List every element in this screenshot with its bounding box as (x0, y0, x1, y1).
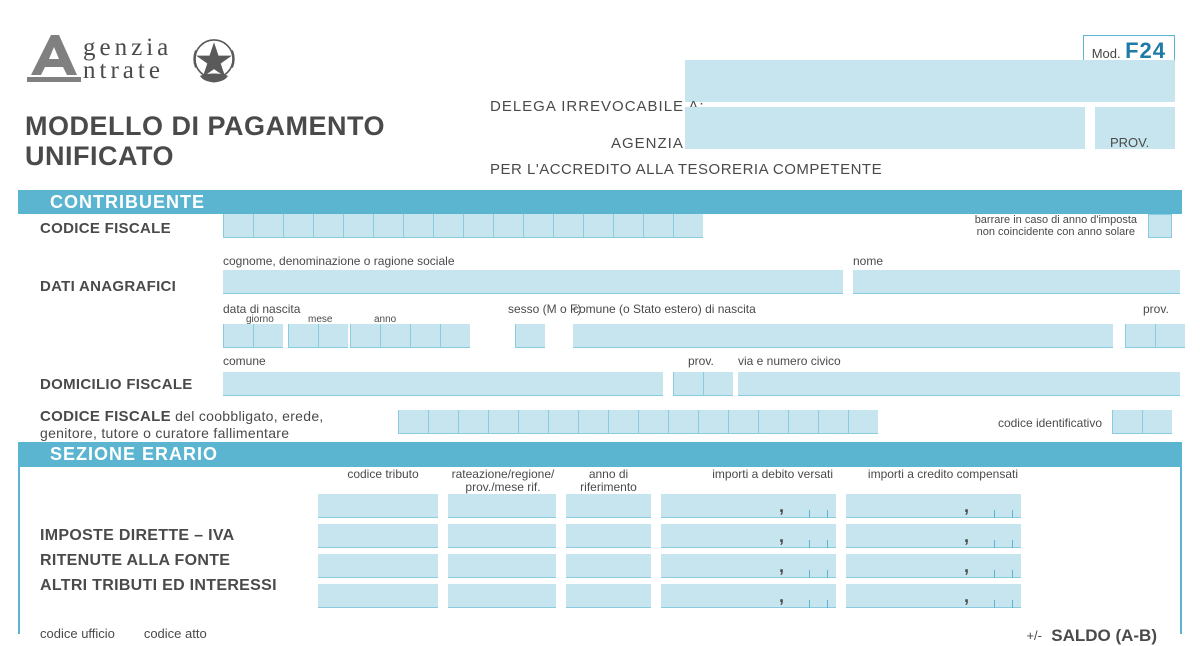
delega-field[interactable] (685, 60, 1175, 102)
tributo-input[interactable] (318, 524, 438, 548)
cognome-label: cognome, denominazione o ragione sociale (223, 254, 455, 268)
domicilio-label: DOMICILIO FISCALE (40, 376, 193, 393)
erario-body: codice tributo rateazione/regione/ prov.… (18, 466, 1182, 614)
state-emblem-icon (186, 31, 242, 87)
cf-input[interactable] (223, 214, 703, 238)
agenzia-label: AGENZIA (611, 135, 684, 152)
erario-h-tributo: codice tributo (328, 468, 438, 481)
sesso-label: sesso (M o F) (508, 302, 581, 316)
credito-input[interactable]: , (846, 524, 1021, 548)
anno-rif-input[interactable] (566, 554, 651, 578)
debito-input[interactable]: , (661, 494, 836, 518)
anno-rif-input[interactable] (566, 494, 651, 518)
erario-banner: SEZIONE ERARIO (18, 442, 1182, 467)
prov-df-label: prov. (688, 354, 714, 368)
cf-label: CODICE FISCALE (40, 220, 171, 237)
ae-a-icon (25, 25, 83, 89)
birth-day-input[interactable] (223, 324, 283, 348)
tributo-input[interactable] (318, 494, 438, 518)
agenzia-field[interactable] (685, 107, 1085, 149)
codid-input[interactable] (1112, 410, 1172, 434)
cf-coobbligato-input[interactable] (398, 410, 878, 434)
via-input[interactable] (738, 372, 1180, 396)
comune-nascita-label: comune (o Stato estero) di nascita (573, 302, 756, 316)
birth-month-input[interactable] (288, 324, 348, 348)
erario-h-anno: anno di riferimento (566, 468, 651, 494)
erario-left-labels: IMPOSTE DIRETTE – IVA RITENUTE ALLA FONT… (40, 524, 277, 598)
tributo-input[interactable] (318, 584, 438, 608)
erario-h-credito: importi a credito compensati (848, 468, 1018, 481)
rateazione-input[interactable] (448, 494, 556, 518)
mod-prefix: Mod. (1092, 46, 1121, 61)
erario-h-rateazione: rateazione/regione/ prov./mese rif. (448, 468, 558, 494)
via-label: via e numero civico (738, 354, 841, 368)
pm-label: +/- (1026, 628, 1042, 643)
nome-input[interactable] (853, 270, 1180, 294)
anno-rif-input[interactable] (566, 524, 651, 548)
credito-input[interactable]: , (846, 554, 1021, 578)
f24-form: genzia ntrate Mod. F24 MODELLO DI PAGAME… (0, 0, 1200, 634)
cf-coobbligato-label: CODICE FISCALE del coobbligato, erede,ge… (40, 408, 324, 443)
dati-anagrafici-label: DATI ANAGRAFICI (40, 278, 176, 295)
rateazione-input[interactable] (448, 554, 556, 578)
rateazione-input[interactable] (448, 584, 556, 608)
erario-h-debito: importi a debito versati (673, 468, 833, 481)
cf-note: barrare in caso di anno d'imposta non co… (975, 214, 1137, 238)
debito-input[interactable]: , (661, 524, 836, 548)
accredito-label: PER L'ACCREDITO ALLA TESORERIA COMPETENT… (490, 161, 882, 178)
agency-logo: genzia ntrate (25, 25, 242, 89)
cf-year-checkbox[interactable] (1148, 214, 1172, 238)
debito-input[interactable]: , (661, 584, 836, 608)
contribuente-body: CODICE FISCALE barrare in caso di anno d… (18, 214, 1182, 454)
prov-df-input[interactable] (673, 372, 733, 396)
comune-label: comune (223, 354, 266, 368)
saldo-label: SALDO (A-B) (1051, 626, 1157, 646)
credito-input[interactable]: , (846, 584, 1021, 608)
form-title: MODELLO DI PAGAMENTOUNIFICATO (25, 112, 385, 171)
prov-nascita-label: prov. (1143, 302, 1169, 316)
rateazione-input[interactable] (448, 524, 556, 548)
anno-rif-input[interactable] (566, 584, 651, 608)
cognome-input[interactable] (223, 270, 843, 294)
tributo-input[interactable] (318, 554, 438, 578)
comune-input[interactable] (223, 372, 663, 396)
delega-label: DELEGA IRREVOCABILE A: (490, 98, 705, 115)
erario-row: , , (18, 494, 1182, 524)
credito-input[interactable]: , (846, 494, 1021, 518)
prov-nascita-input[interactable] (1125, 324, 1185, 348)
debito-input[interactable]: , (661, 554, 836, 578)
nome-label: nome (853, 254, 883, 268)
contribuente-banner: CONTRIBUENTE (18, 190, 1182, 215)
birth-year-input[interactable] (350, 324, 470, 348)
codid-label: codice identificativo (998, 416, 1102, 430)
sesso-input[interactable] (515, 324, 545, 348)
comune-nascita-input[interactable] (573, 324, 1113, 348)
prov-label: PROV. (1110, 135, 1149, 150)
agency-name-2: ntrate (83, 60, 172, 83)
